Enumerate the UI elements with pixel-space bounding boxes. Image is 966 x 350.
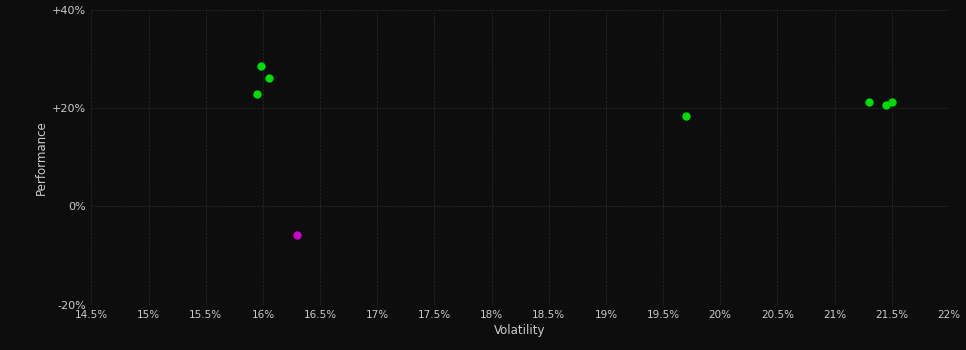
Point [678,113,694,119]
Point [249,91,265,97]
Point [878,103,894,108]
X-axis label: Volatility: Volatility [495,324,546,337]
Point [253,63,269,69]
Point [884,99,899,105]
Y-axis label: Performance: Performance [35,120,47,195]
Point [261,76,276,81]
Point [861,99,876,104]
Point [290,232,305,238]
